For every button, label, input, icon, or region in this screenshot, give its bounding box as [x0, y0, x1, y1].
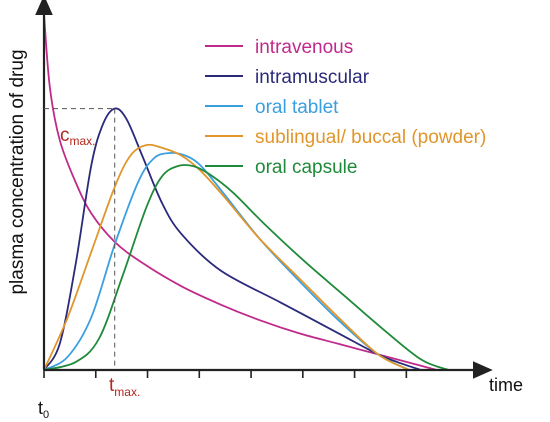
- series-line-oral-tablet: [43, 152, 410, 371]
- cmax-label: cmax.: [60, 125, 96, 148]
- legend-label: intramuscular: [255, 67, 370, 88]
- x-axis-ticks: [43, 370, 408, 378]
- t0-sub: 0: [43, 409, 49, 421]
- legend-label: intravenous: [255, 37, 353, 58]
- legend: intravenous intramuscular oral tablet subli…: [205, 37, 486, 178]
- series-line-oral-capsule: [43, 164, 449, 371]
- cmax-main: c: [60, 125, 70, 146]
- t0-main: t: [38, 398, 43, 418]
- x-axis-label: time: [489, 375, 523, 395]
- series-line-intravenous: [43, 14, 438, 371]
- tmax-label: tmax.: [109, 375, 140, 399]
- legend-label: oral tablet: [255, 97, 339, 118]
- tmax-sub: max.: [114, 385, 140, 399]
- series-line-intramuscular: [43, 107, 422, 371]
- series-line-sublingual-buccal-powder: [43, 143, 410, 371]
- tmax-main: t: [109, 375, 115, 396]
- legend-label: oral capsule: [255, 157, 357, 178]
- lines-layer: [43, 14, 449, 371]
- t0-label: t0: [38, 398, 49, 421]
- y-axis-label: plasma concentration of drug: [7, 49, 28, 294]
- cmax-sub: max.: [70, 134, 96, 148]
- legend-label: sublingual/ buccal (powder): [255, 127, 486, 148]
